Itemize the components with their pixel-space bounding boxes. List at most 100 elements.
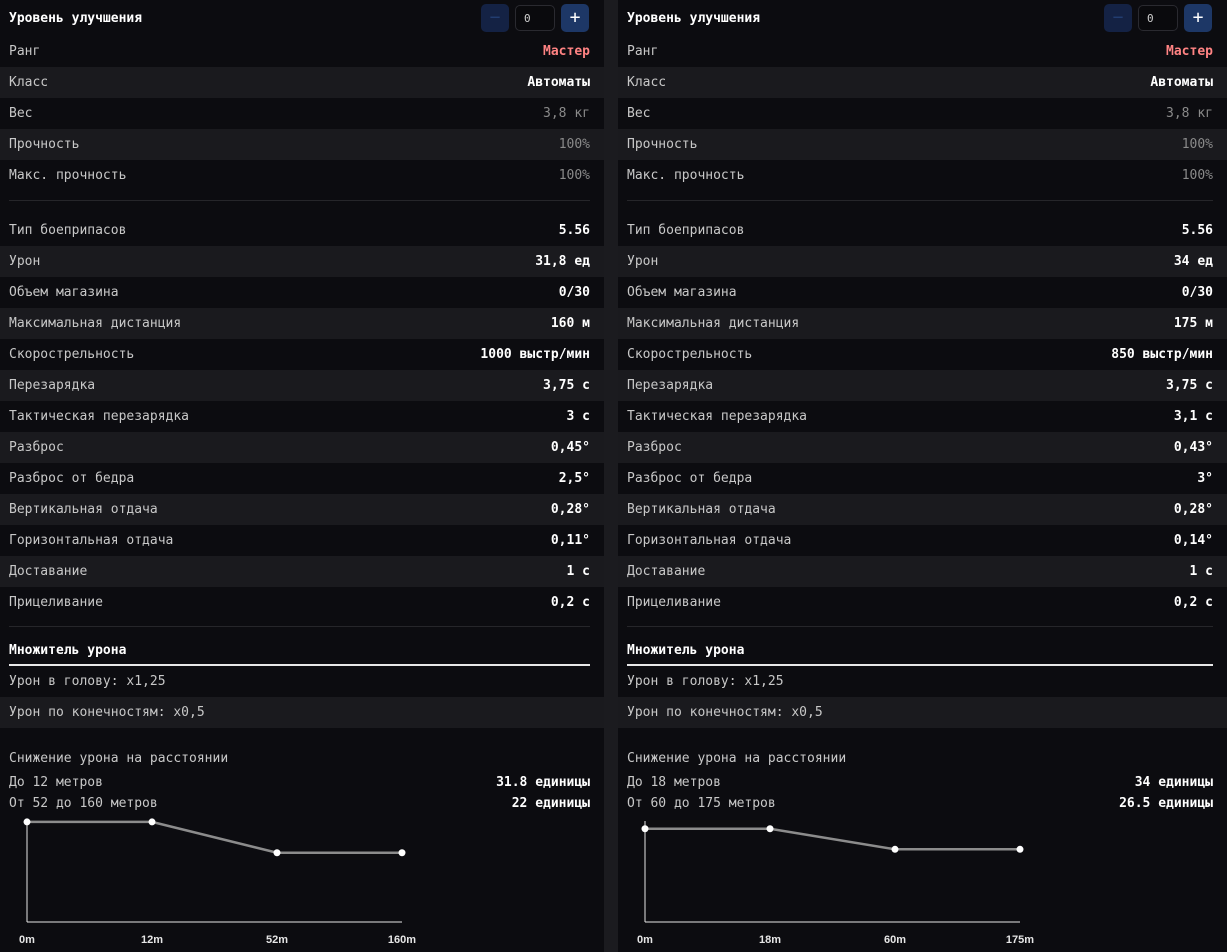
falloff-row: До 18 метров 34 единицы [627, 772, 1213, 793]
stat-value: 1 с [1189, 564, 1213, 579]
data-point [273, 849, 281, 857]
stat-row: Тип боеприпасов 5.56 [0, 215, 604, 246]
stat-value: 2,5° [558, 471, 590, 486]
divider [627, 626, 1213, 627]
stat-value: 34 ед [1173, 254, 1213, 269]
stat-value: 0,45° [550, 440, 590, 455]
data-point [891, 845, 899, 853]
stat-value: 3,8 кг [543, 106, 590, 121]
upgrade-stepper: − 0 + [1104, 4, 1212, 32]
stat-label: Доставание [9, 564, 88, 579]
increase-button[interactable]: + [1184, 4, 1212, 32]
stat-label: Скорострельность [9, 347, 135, 362]
stat-label: Доставание [627, 564, 706, 579]
falloff-row: До 12 метров 31.8 единицы [9, 772, 590, 793]
stat-label: Тип боеприпасов [9, 223, 127, 238]
stat-label: Перезарядка [627, 378, 714, 393]
x-tick-label: 60m [884, 934, 906, 946]
stat-row: Доставание 1 с [618, 556, 1227, 587]
stat-label: Макс. прочность [627, 168, 745, 183]
divider [9, 626, 590, 627]
stat-row-rank: Ранг Мастер [0, 36, 604, 67]
upgrade-level-input[interactable]: 0 [515, 5, 555, 31]
stat-row-weight: Вес 3,8 кг [618, 98, 1227, 129]
stat-label: Прицеливание [9, 595, 103, 610]
stat-row: Горизонтальная отдача 0,14° [618, 525, 1227, 556]
falloff-title: Снижение урона на расстоянии [627, 751, 847, 766]
stat-value: 31,8 ед [535, 254, 590, 269]
increase-button[interactable]: + [561, 4, 589, 32]
stat-label: Урон [627, 254, 659, 269]
stat-label: Вертикальная отдача [627, 502, 776, 517]
stat-value: 0/30 [558, 285, 590, 300]
stat-row: Разброс от бедра 2,5° [0, 463, 604, 494]
stat-value: 1 с [566, 564, 590, 579]
stat-row-durability: Прочность 100% [618, 129, 1227, 160]
data-point [641, 825, 649, 833]
stat-value: 100% [1181, 137, 1213, 152]
upgrade-stepper: − 0 + [481, 4, 589, 32]
stat-label: Тактическая перезарядка [9, 409, 190, 424]
stat-row: Прицеливание 0,2 с [0, 587, 604, 618]
stat-row: Прицеливание 0,2 с [618, 587, 1227, 618]
stat-row-max-durability: Макс. прочность 100% [618, 160, 1227, 191]
stat-label: Класс [9, 75, 49, 90]
multiplier-text: Урон по конечностям: x0,5 [9, 705, 205, 720]
upgrade-header: Уровень улучшения − 0 + [627, 0, 1213, 36]
stat-value: Мастер [543, 44, 590, 59]
falloff-label: До 12 метров [9, 775, 103, 790]
data-point [1016, 845, 1024, 853]
stat-label: Максимальная дистанция [9, 316, 182, 331]
divider [627, 200, 1213, 201]
falloff-title: Снижение урона на расстоянии [9, 751, 229, 766]
stat-label: Урон [9, 254, 41, 269]
multiplier-row-limbs: Урон по конечностям: x0,5 [618, 697, 1227, 728]
stat-value: 3,8 кг [1166, 106, 1213, 121]
falloff-value: 26.5 единицы [1119, 796, 1213, 811]
stat-row-weight: Вес 3,8 кг [0, 98, 604, 129]
damage-multiplier-title: Множитель урона [9, 627, 590, 666]
stat-label: Вертикальная отдача [9, 502, 158, 517]
falloff-label: От 52 до 160 метров [9, 796, 158, 811]
data-point [148, 818, 156, 826]
data-point [766, 825, 774, 833]
damage-series-line [27, 820, 402, 855]
stat-label: Перезарядка [9, 378, 96, 393]
stat-label: Объем магазина [9, 285, 119, 300]
stat-row: Перезарядка 3,75 с [618, 370, 1227, 401]
falloff-label: До 18 метров [627, 775, 721, 790]
weapon-panel-left: Уровень улучшения − 0 + Ранг Мастер Класс… [0, 0, 604, 952]
stat-value: 0,2 с [1173, 595, 1213, 610]
decrease-button[interactable]: − [1104, 4, 1132, 32]
stat-row: Разброс 0,45° [0, 432, 604, 463]
stat-value: 0,2 с [550, 595, 590, 610]
stat-row: Вертикальная отдача 0,28° [0, 494, 604, 525]
multiplier-text: Урон в голову: x1,25 [627, 674, 784, 689]
stat-row: Урон 34 ед [618, 246, 1227, 277]
x-tick-label: 18m [759, 934, 781, 946]
stat-row: Тактическая перезарядка 3 с [0, 401, 604, 432]
stat-value: 0,28° [550, 502, 590, 517]
stat-value: 175 м [1173, 316, 1213, 331]
stat-row: Тактическая перезарядка 3,1 с [618, 401, 1227, 432]
stat-row-durability: Прочность 100% [0, 129, 604, 160]
stat-label: Горизонтальная отдача [9, 533, 174, 548]
weapon-panel-right: Уровень улучшения − 0 + Ранг Мастер Класс… [618, 0, 1227, 952]
upgrade-level-label: Уровень улучшения [627, 10, 761, 26]
multiplier-row-limbs: Урон по конечностям: x0,5 [0, 697, 604, 728]
stat-row-class: Класс Автоматы [0, 67, 604, 98]
stat-value: 160 м [550, 316, 590, 331]
decrease-button[interactable]: − [481, 4, 509, 32]
stat-label: Разброс от бедра [627, 471, 753, 486]
multiplier-row-head: Урон в голову: x1,25 [618, 666, 1227, 697]
stat-row: Урон 31,8 ед [0, 246, 604, 277]
stat-label: Класс [627, 75, 667, 90]
stat-value: 3,75 с [543, 378, 590, 393]
stat-row-max-durability: Макс. прочность 100% [0, 160, 604, 191]
upgrade-level-input[interactable]: 0 [1138, 5, 1178, 31]
stat-value: 3° [1197, 471, 1213, 486]
stat-row: Доставание 1 с [0, 556, 604, 587]
stat-value: Автоматы [527, 75, 590, 90]
damage-falloff-chart: 0m 18m 60m 175m [637, 821, 1034, 946]
